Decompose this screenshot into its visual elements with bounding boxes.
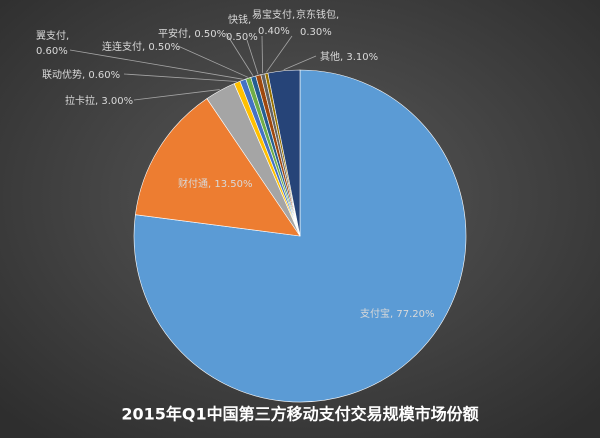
data-label: 连连支付, 0.50%	[102, 40, 180, 53]
leader-line	[69, 49, 243, 80]
data-label: 快钱, 0.50%	[226, 13, 258, 43]
leader-line	[283, 55, 317, 71]
data-label: 拉卡拉, 3.00%	[65, 94, 133, 107]
leader-line	[261, 35, 264, 74]
data-label: 京东钱包, 0.30%	[296, 8, 339, 38]
chart-title: 2015年Q1中国第三方移动支付交易规模市场份额	[121, 405, 478, 424]
data-label: 财付通, 13.50%	[178, 177, 253, 190]
leader-line	[246, 39, 259, 75]
leader-line	[177, 45, 249, 78]
leader-line	[225, 32, 254, 76]
data-label: 平安付, 0.50%	[158, 27, 226, 40]
leader-line	[133, 89, 220, 101]
pie-slice	[135, 98, 301, 237]
data-label: 联动优势, 0.60%	[42, 68, 120, 81]
leader-line	[123, 73, 237, 82]
pie-slice	[133, 69, 467, 403]
pie-slice	[267, 69, 301, 237]
data-label: 其他, 3.10%	[320, 50, 378, 63]
data-label: 翼支付, 0.60%	[36, 29, 69, 57]
pie: 支付宝, 77.20% 财付通, 13.50% 拉卡拉, 3.00% 联动优势, 0.…	[36, 8, 467, 403]
data-label: 易宝支付, 0.40%	[252, 8, 295, 37]
data-label: 支付宝, 77.20%	[360, 307, 435, 320]
leader-line	[265, 35, 293, 73]
